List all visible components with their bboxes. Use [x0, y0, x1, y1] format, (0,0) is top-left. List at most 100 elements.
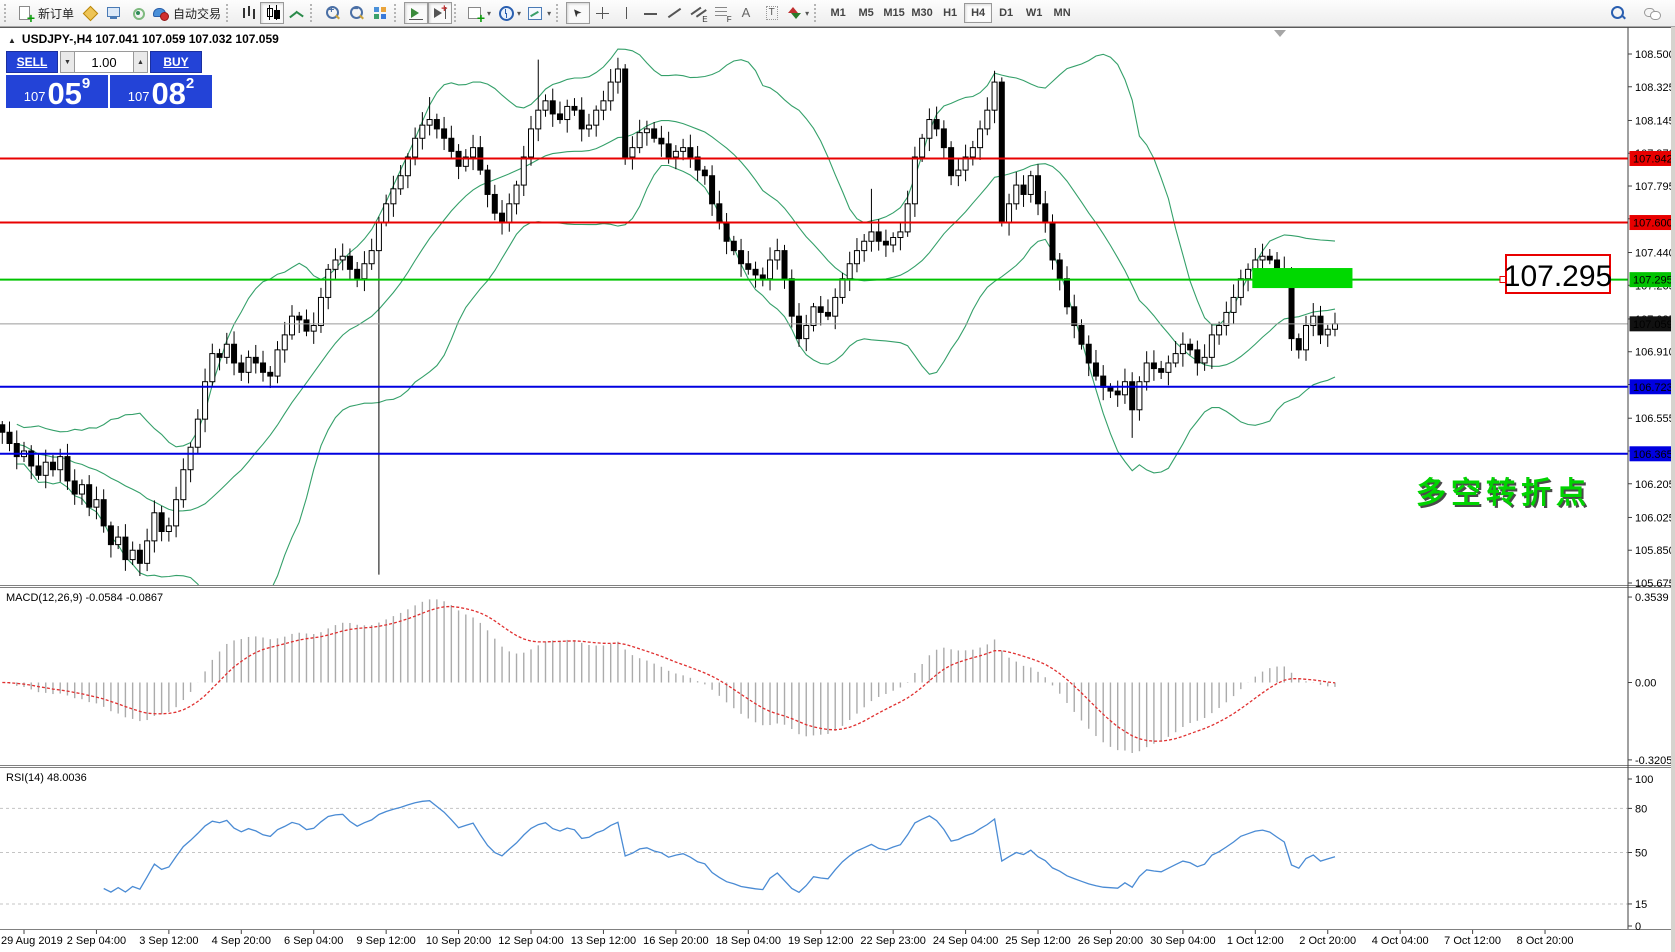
- sell-button[interactable]: SELL: [6, 51, 58, 73]
- time-axis[interactable]: 29 Aug 2019 2 Sep 04:00 3 Sep 12:00 4 Sep 2…: [1, 930, 1573, 947]
- new-chart-button[interactable]: [77, 2, 101, 24]
- chevron-down-icon[interactable]: ▾: [547, 8, 552, 18]
- toolbar-grip: [4, 4, 10, 22]
- panel-separator-1[interactable]: [0, 585, 1675, 588]
- price-badge-107.600: 107.600: [1629, 215, 1675, 231]
- timeframe-m30[interactable]: M30: [911, 7, 933, 19]
- signals-button[interactable]: [125, 2, 149, 24]
- timeframe-h1[interactable]: H1: [943, 7, 958, 19]
- buy-button[interactable]: BUY: [150, 51, 202, 73]
- chevron-down-icon[interactable]: ▾: [487, 8, 492, 18]
- svg-text:6 Sep 04:00: 6 Sep 04:00: [284, 935, 343, 947]
- chart-shift-marker[interactable]: [1274, 30, 1286, 37]
- crosshair-button[interactable]: [590, 2, 614, 24]
- candles-icon: [264, 5, 281, 21]
- zoom-out-button[interactable]: [344, 2, 368, 24]
- timeframe-m5[interactable]: M5: [858, 7, 874, 19]
- candlestick-chart-button[interactable]: [260, 2, 285, 24]
- svg-text:2 Oct 20:00: 2 Oct 20:00: [1299, 935, 1356, 947]
- trendline-button[interactable]: [662, 2, 686, 24]
- svg-text:108.325: 108.325: [1635, 82, 1675, 94]
- shapes-icon: [785, 5, 802, 21]
- templates-button[interactable]: ▾: [524, 2, 554, 24]
- timeframe-h4[interactable]: H4: [964, 3, 993, 23]
- svg-text:107.295: 107.295: [1504, 260, 1612, 293]
- svg-text:107.942: 107.942: [1633, 153, 1673, 165]
- timeframe-m1[interactable]: M1: [830, 7, 846, 19]
- fibonacci-button[interactable]: [710, 2, 734, 24]
- indicators-button[interactable]: ▾: [464, 2, 494, 26]
- svg-text:1 Oct 12:00: 1 Oct 12:00: [1227, 935, 1284, 947]
- channel-icon: [690, 5, 707, 24]
- line-chart-button[interactable]: [284, 2, 308, 24]
- vertical-line-button[interactable]: [614, 2, 638, 24]
- svg-text:100: 100: [1635, 774, 1653, 786]
- svg-text:0.00: 0.00: [1635, 678, 1656, 690]
- svg-text:2 Sep 04:00: 2 Sep 04:00: [67, 935, 126, 947]
- price-badge-107.059: 107.059: [1629, 316, 1675, 332]
- search-button[interactable]: [1605, 2, 1629, 24]
- chevron-down-icon[interactable]: ▾: [517, 8, 522, 18]
- price-badge-106.723: 106.723: [1629, 379, 1675, 395]
- chinese-annotation-text[interactable]: 多空转折点: [1416, 477, 1591, 510]
- timeframe-mn[interactable]: MN: [1053, 7, 1071, 19]
- text-button[interactable]: [734, 2, 758, 24]
- toolbar-grip: [394, 4, 400, 22]
- svg-text:106.910: 106.910: [1635, 347, 1675, 359]
- equidistant-channel-button[interactable]: [686, 2, 710, 24]
- buy-price-button[interactable]: 107 08 2: [110, 75, 212, 109]
- chart-title: USDJPY-,H4 107.041 107.059 107.032 107.0…: [21, 32, 279, 46]
- chevron-down-icon[interactable]: ▾: [805, 8, 810, 18]
- bar-chart-button[interactable]: [236, 2, 260, 24]
- svg-text:15: 15: [1635, 899, 1647, 911]
- horizontal-line-button[interactable]: [638, 2, 662, 24]
- volume-up-button[interactable]: ▲: [133, 51, 148, 73]
- linechart-icon: [288, 5, 305, 21]
- svg-text:4 Sep 20:00: 4 Sep 20:00: [212, 935, 271, 947]
- svg-text:7 Oct 12:00: 7 Oct 12:00: [1444, 935, 1501, 947]
- chart-shift-button[interactable]: [428, 2, 453, 24]
- timeframe-w1[interactable]: W1: [1025, 7, 1043, 19]
- svg-text:0.3539: 0.3539: [1635, 592, 1669, 604]
- svg-text:26 Sep 20:00: 26 Sep 20:00: [1078, 935, 1143, 947]
- sell-price-button[interactable]: 107 05 9: [6, 75, 108, 109]
- green-highlight-box[interactable]: [1252, 268, 1353, 289]
- panel-separator-2[interactable]: [0, 765, 1675, 768]
- periods-button[interactable]: ▾: [494, 2, 524, 24]
- price-annotation-label[interactable]: 107.295: [1499, 254, 1612, 294]
- collapse-panel-icon[interactable]: ▲: [8, 36, 16, 45]
- new-order-icon: [17, 5, 35, 26]
- timeframe-m15[interactable]: M15: [883, 7, 905, 19]
- text-label-button[interactable]: [758, 2, 782, 24]
- rsi-indicator: [103, 800, 1336, 894]
- zoom-out-icon: [348, 4, 365, 21]
- toolbar-grip: [310, 4, 316, 22]
- new-order-button[interactable]: 新订单: [14, 2, 77, 26]
- auto-trading-button[interactable]: 自动交易: [149, 2, 224, 24]
- svg-text:9 Sep 12:00: 9 Sep 12:00: [356, 935, 415, 947]
- timeframe-d1[interactable]: D1: [999, 7, 1014, 19]
- time-axis-separator: [0, 929, 1675, 930]
- svg-text:105.675: 105.675: [1635, 578, 1675, 590]
- community-chat-icon: [1643, 5, 1661, 21]
- volume-input[interactable]: 1.00: [75, 51, 133, 73]
- svg-text:106.365: 106.365: [1633, 449, 1673, 461]
- shift-icon: [432, 3, 449, 21]
- volume-down-button[interactable]: ▼: [60, 51, 75, 73]
- one-click-trading-panel: ▲ USDJPY-,H4 107.041 107.059 107.032 107.…: [6, 32, 279, 109]
- auto-scroll-button[interactable]: [404, 2, 429, 24]
- cursor-button[interactable]: [566, 2, 591, 24]
- cursor-icon: [570, 5, 587, 21]
- zoom-in-button[interactable]: [320, 2, 344, 24]
- arrows-button[interactable]: ▾: [782, 2, 812, 24]
- community-chat-button[interactable]: [1639, 2, 1663, 24]
- monitor-icon: [105, 5, 122, 21]
- tile-windows-button[interactable]: [368, 2, 392, 24]
- toolbar-grip: [556, 4, 562, 22]
- svg-text:16 Sep 20:00: 16 Sep 20:00: [643, 935, 708, 947]
- toolbar-grip: [454, 4, 460, 22]
- indicators-icon: [467, 5, 485, 26]
- terminal-button[interactable]: [101, 2, 125, 24]
